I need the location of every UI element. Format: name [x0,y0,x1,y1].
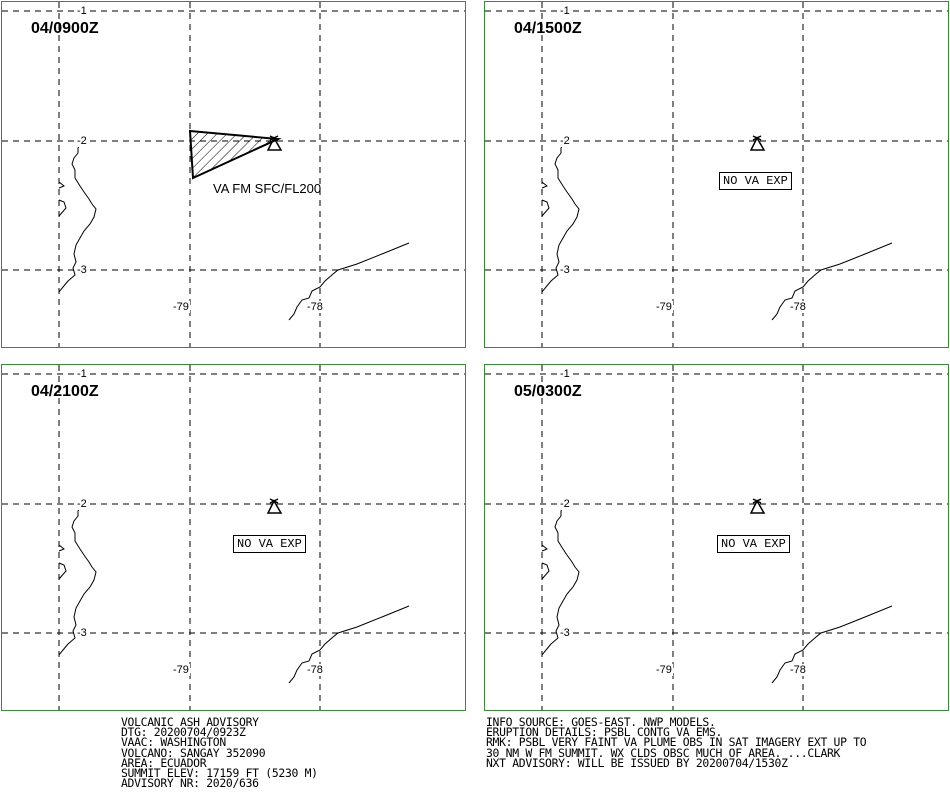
border-line [771,605,893,684]
coastline [541,503,580,656]
advisory-line: 30 NM W FM SUMMIT. WX CLDS OBSC MUCH OF … [486,745,841,760]
forecast-panel-1500z: 04/1500Z -1 -2 -3 -79 -78 NO VA EXP [484,1,949,348]
lat-label: -3 [559,627,571,639]
lat-lon-grid [485,2,948,347]
lat-label: -2 [76,135,88,147]
lat-label: -1 [559,368,571,380]
advisory-line: SUMMIT ELEV: 17159 FT (5230 M) [121,766,318,781]
advisory-line: RMK: PSBL VERY FAINT VA PLUME OBS IN SAT… [486,735,867,750]
lat-label: -1 [559,5,571,17]
advisory-line: VAAC: WASHINGTON [121,735,226,750]
advisory-line: ERUPTION DETAILS: PSBL CONTG VA EMS. [486,725,723,740]
map-base [485,2,948,347]
panel-time: 04/1500Z [514,20,582,37]
lat-label: -3 [76,627,88,639]
lon-label: -78 [306,664,324,676]
advisory-line: INFO SOURCE: GOES-EAST. NWP MODELS. [486,715,716,729]
coastline [58,503,97,656]
volcano-icon [749,135,766,151]
lon-label: -79 [172,301,190,313]
lat-label: -1 [76,368,88,380]
border-line [288,605,410,684]
forecast-panel-0900z: 04/0900Z -1 -2 -3 -79 -78 VA FM SFC/FL20… [1,1,466,348]
advisory-line: VOLCANO: SANGAY 352090 [121,745,266,760]
lat-label: -2 [76,498,88,510]
forecast-panel-2100z: 04/2100Z -1 -2 -3 -79 -78 NO VA EXP [1,364,466,711]
volcano-icon [266,135,283,151]
map-base [2,2,465,347]
lat-lon-grid [2,2,465,347]
advisory-line: DTG: 20200704/0923Z [121,725,246,740]
lon-label: -78 [789,664,807,676]
panel-time: 04/0900Z [31,20,99,37]
volcano-icon [266,498,283,514]
no-va-expected-box: NO VA EXP [717,535,790,553]
lat-label: -2 [559,135,571,147]
advisory-line: NXT ADVISORY: WILL BE ISSUED BY 20200704… [486,755,788,770]
panel-time: 05/0300Z [514,383,582,400]
lon-label: -79 [655,664,673,676]
coastline [58,140,97,293]
no-va-expected-box: NO VA EXP [719,172,792,190]
coastline [541,140,580,293]
lat-label: -3 [76,264,88,276]
lat-label: -3 [559,264,571,276]
advisory-line: ADVISORY NR: 2020/636 [121,776,259,791]
lon-label: -78 [306,301,324,313]
border-line [288,242,410,321]
forecast-panel-0300z: 05/0300Z -1 -2 -3 -79 -78 NO VA EXP [484,364,949,711]
advisory-header-text: VOLCANIC ASH ADVISORY DTG: 20200704/0923Z… [121,715,318,791]
panel-time: 04/2100Z [31,383,99,400]
no-va-expected-box: NO VA EXP [233,535,306,553]
lon-label: -78 [789,301,807,313]
advisory-line: AREA: ECUADOR [121,755,207,770]
ash-cloud-label: VA FM SFC/FL200 [213,181,322,196]
advisory-details-text: INFO SOURCE: GOES-EAST. NWP MODELS. ERUPT… [486,715,867,770]
lon-label: -79 [172,664,190,676]
advisory-line: VOLCANIC ASH ADVISORY [121,715,259,729]
lon-label: -79 [655,301,673,313]
border-line [771,242,893,321]
lat-label: -2 [559,498,571,510]
volcano-icon [749,498,766,514]
lat-label: -1 [76,5,88,17]
ash-cloud-area [188,129,282,180]
